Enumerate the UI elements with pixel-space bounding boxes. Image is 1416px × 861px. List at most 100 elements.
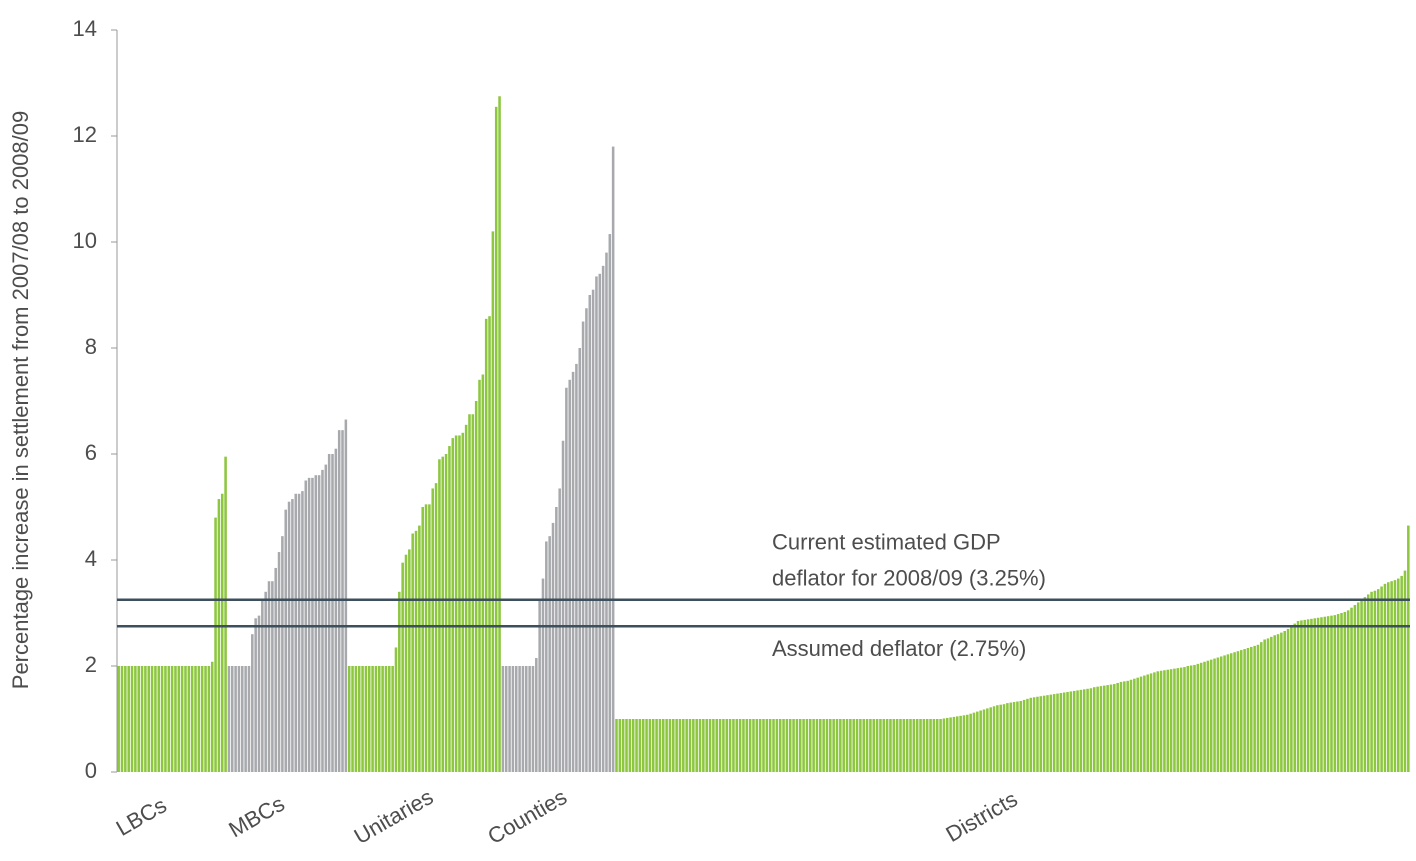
group-label: Unitaries (350, 784, 438, 849)
bar (892, 719, 896, 772)
bar (488, 316, 491, 772)
bar (381, 666, 384, 772)
bar (374, 666, 378, 772)
bar (1353, 605, 1357, 772)
bar (875, 719, 879, 772)
bar (578, 348, 582, 772)
bar (555, 507, 558, 772)
bar (1286, 628, 1290, 772)
bar (708, 719, 712, 772)
bar (1096, 686, 1099, 772)
bar (257, 615, 261, 772)
bar (625, 719, 628, 772)
bar (1099, 686, 1103, 772)
group-label: MBCs (224, 791, 288, 843)
bar (675, 719, 678, 772)
bar (371, 666, 374, 772)
bar (160, 666, 164, 772)
bar (404, 554, 408, 772)
bar (454, 435, 458, 772)
bar (855, 719, 859, 772)
bar (428, 504, 431, 772)
bar (297, 493, 301, 772)
bar (1046, 695, 1049, 772)
bar (200, 666, 204, 772)
y-tick-label: 0 (85, 758, 97, 783)
bar (1219, 656, 1223, 772)
bar (1370, 591, 1373, 772)
bar (695, 719, 698, 772)
bar (929, 719, 932, 772)
bar (264, 591, 267, 772)
reference-label: deflator for 2008/09 (3.25%) (772, 566, 1046, 591)
bar (925, 719, 929, 772)
bar (1226, 654, 1230, 772)
group-label: Districts (941, 786, 1021, 847)
bar (698, 719, 702, 772)
bar (124, 666, 127, 772)
bar (972, 712, 976, 772)
bar (966, 714, 969, 772)
y-axis-label: Percentage increase in settlement from 2… (8, 111, 33, 689)
bar (194, 666, 197, 772)
bar (120, 666, 124, 772)
bar (1236, 651, 1240, 772)
bar (1290, 626, 1293, 772)
bar (1062, 692, 1066, 772)
bar (885, 719, 889, 772)
bar (1246, 647, 1250, 772)
bar (267, 581, 271, 772)
bar (919, 719, 922, 772)
y-tick-label: 2 (85, 652, 97, 677)
bar (551, 522, 555, 772)
bar (909, 719, 912, 772)
bar (241, 666, 244, 772)
bar (434, 483, 438, 772)
bar (1103, 685, 1106, 772)
bar (996, 705, 999, 772)
bar (962, 715, 966, 772)
bar (661, 719, 665, 772)
bar (775, 719, 779, 772)
bar (986, 708, 989, 772)
bar (976, 711, 979, 772)
bar (762, 719, 765, 772)
bar (1393, 580, 1397, 772)
bar (144, 666, 147, 772)
bar (728, 719, 732, 772)
bar (1042, 695, 1046, 772)
bar (127, 666, 130, 772)
bar (271, 581, 274, 772)
bar (117, 666, 120, 772)
bar (464, 424, 468, 772)
bar (705, 719, 708, 772)
bar (1270, 636, 1273, 772)
bar (1273, 635, 1276, 772)
bar (545, 541, 548, 772)
bar (130, 666, 134, 772)
bar (748, 719, 752, 772)
bar (401, 562, 404, 772)
bar (631, 719, 635, 772)
bar (230, 666, 234, 772)
bar (641, 719, 645, 772)
bar (872, 719, 876, 772)
bar (782, 719, 785, 772)
bar (949, 717, 952, 772)
bar (1179, 667, 1183, 772)
bar (819, 719, 822, 772)
bar (865, 719, 869, 772)
bar (615, 719, 618, 772)
bar (879, 719, 882, 772)
bar (1149, 673, 1153, 772)
bar (825, 719, 829, 772)
bar (388, 666, 391, 772)
bar (1006, 703, 1009, 772)
bar (1082, 689, 1086, 772)
bar (508, 666, 511, 772)
bar (1186, 666, 1190, 772)
bar (1360, 599, 1363, 772)
bar (1330, 615, 1333, 772)
bar (494, 106, 498, 773)
bar (1143, 675, 1146, 772)
